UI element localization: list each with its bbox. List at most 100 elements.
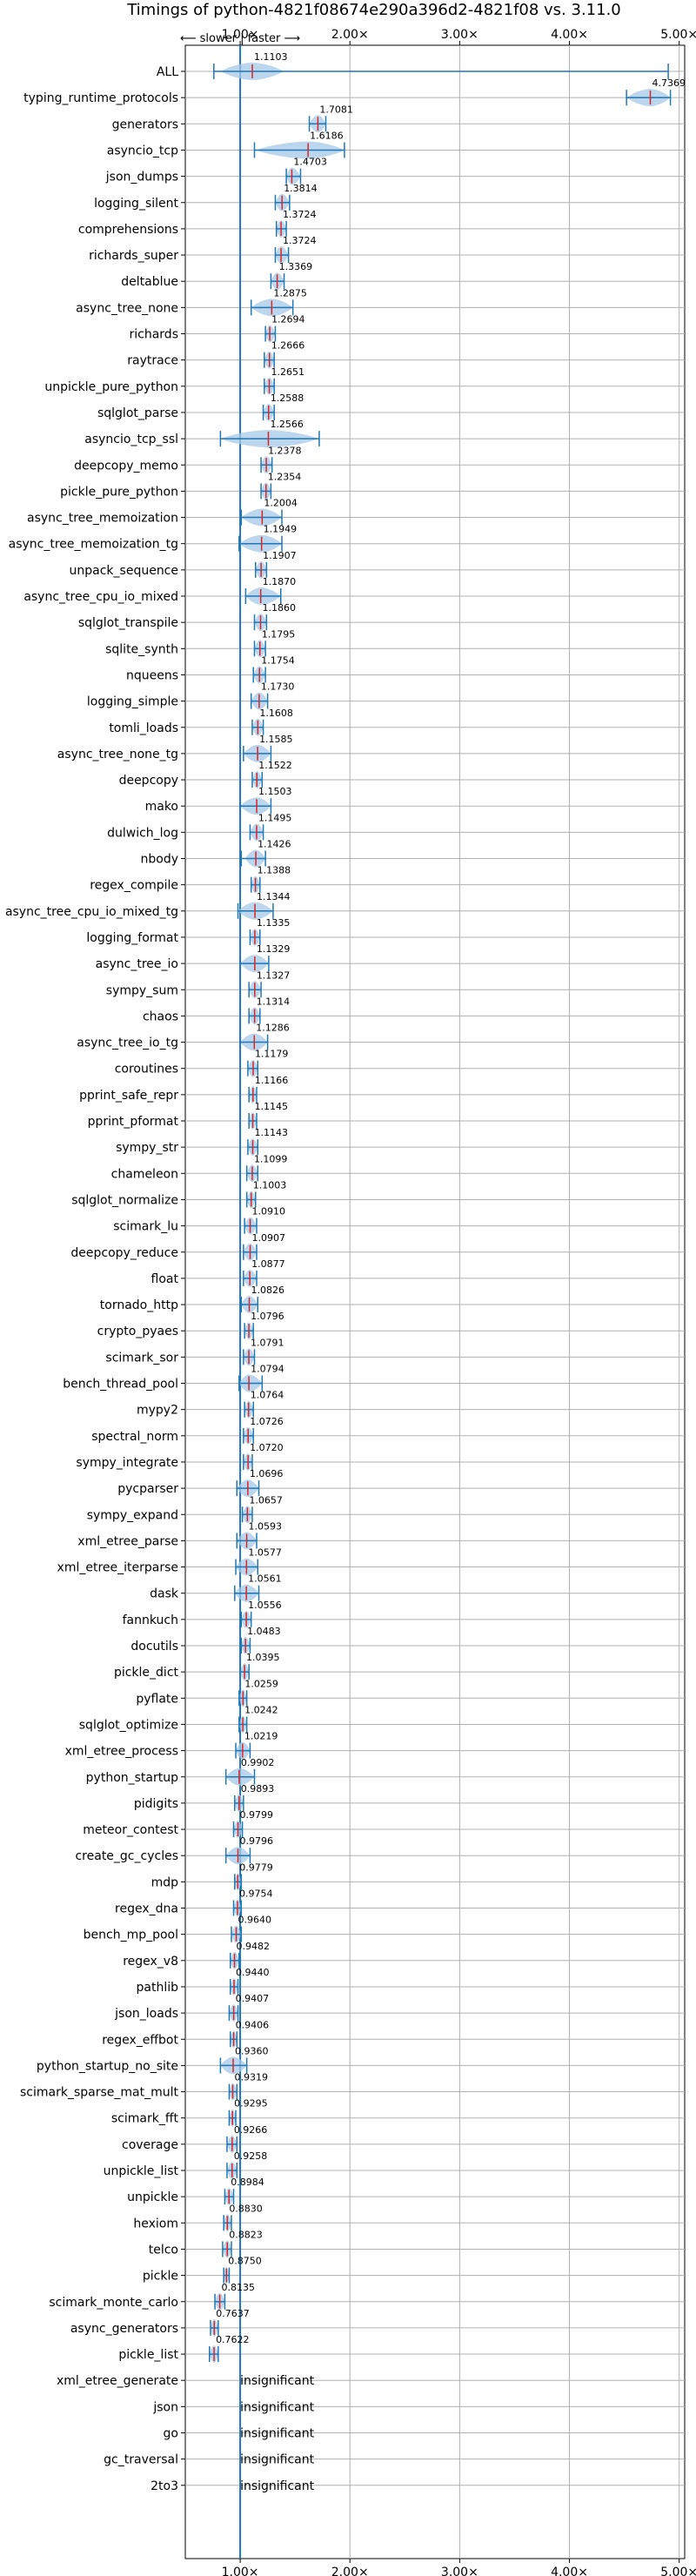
violin-dask bbox=[234, 1584, 260, 1602]
category-label: nbody bbox=[141, 853, 179, 867]
violin-unpickle_list bbox=[226, 2162, 238, 2179]
chart-title: Timings of python-4821f08674e290a396d2-4… bbox=[126, 1, 621, 19]
category-label: bench_thread_pool bbox=[63, 1378, 178, 1392]
value-label: 1.1426 bbox=[258, 839, 291, 850]
value-label: 1.1335 bbox=[257, 917, 291, 929]
category-label: scimark_sparse_mat_mult bbox=[20, 2086, 178, 2100]
value-label: 1.1329 bbox=[257, 943, 291, 955]
category-label: asyncio_tcp bbox=[107, 144, 178, 158]
value-label: 1.1495 bbox=[258, 812, 292, 823]
violin-unpickle bbox=[224, 2188, 235, 2206]
category-label: raytrace bbox=[127, 354, 178, 368]
category-label: mypy2 bbox=[137, 1404, 178, 1418]
direction-label: ⟵ slower | faster ⟶ bbox=[180, 32, 300, 45]
category-label: crypto_pyaes bbox=[97, 1325, 178, 1338]
category-label: logging_silent bbox=[94, 197, 178, 211]
violin-async_generators bbox=[210, 2318, 219, 2337]
violin-sympy_sum bbox=[248, 981, 262, 999]
category-label: pickle_pure_python bbox=[60, 485, 178, 499]
value-label: 0.9796 bbox=[240, 1835, 274, 1847]
value-label: 1.0395 bbox=[246, 1652, 280, 1663]
category-label: xml_etree_parse bbox=[77, 1534, 178, 1548]
category-label: bench_mp_pool bbox=[84, 1929, 178, 1942]
value-label: 1.0764 bbox=[251, 1390, 284, 1401]
category-label: comprehensions bbox=[78, 223, 178, 237]
violin-async_tree_memoization bbox=[240, 508, 283, 527]
value-label: 0.9407 bbox=[236, 1993, 270, 2004]
value-label: 1.2588 bbox=[271, 392, 304, 404]
category-label: scimark_monte_carlo bbox=[49, 2296, 178, 2310]
violin-bench_thread_pool bbox=[238, 1374, 264, 1392]
violin-meteor_contest bbox=[232, 1821, 244, 1839]
violin-asyncio_tcp_ssl bbox=[219, 430, 320, 448]
plot-frame bbox=[184, 44, 686, 2559]
category-label: generators bbox=[112, 117, 178, 131]
value-label: 0.9779 bbox=[239, 1862, 273, 1873]
violin-sqlglot_parse bbox=[262, 403, 275, 421]
value-label: 1.2666 bbox=[271, 340, 305, 352]
plot-area: 1.00× 1.00× 2.00× 2.00× 3.00× 3.00× 4.00× 4.00×… bbox=[5, 28, 696, 2576]
value-label: 1.0796 bbox=[251, 1311, 284, 1322]
violin-async_tree_none bbox=[250, 299, 294, 317]
violin-regex_dna bbox=[232, 1899, 243, 1917]
violin-scimark_sor bbox=[243, 1348, 256, 1366]
category-label: pickle_list bbox=[118, 2348, 178, 2362]
category-label: sqlglot_normalize bbox=[71, 1193, 178, 1207]
violin-json_dumps bbox=[285, 167, 302, 185]
category-label: regex_dna bbox=[115, 1902, 178, 1916]
violin-regex_compile bbox=[250, 875, 261, 894]
violin-pycparser bbox=[236, 1479, 260, 1498]
violin-scimark_monte_carlo bbox=[214, 2292, 226, 2311]
category-label: deepcopy_reduce bbox=[70, 1246, 178, 1260]
violin-sympy_str bbox=[247, 1138, 259, 1157]
category-label: regex_effbot bbox=[102, 2033, 178, 2047]
value-label: 1.2566 bbox=[270, 419, 304, 430]
violin-typing_runtime_protocols bbox=[626, 89, 672, 107]
violin-coroutines bbox=[247, 1059, 259, 1077]
category-label: json_dumps bbox=[105, 171, 178, 184]
violin-telco bbox=[222, 2240, 232, 2258]
category-label: deltablue bbox=[121, 275, 178, 289]
violin-scimark_sparse_mat_mult bbox=[228, 2083, 238, 2101]
violin-regex_v8 bbox=[229, 1951, 240, 1969]
value-label: 1.2875 bbox=[273, 287, 307, 299]
violin-pickle_pure_python bbox=[260, 482, 272, 500]
value-label: 1.1166 bbox=[255, 1075, 289, 1086]
x-tick-label-bottom-2: 3.00× bbox=[441, 2566, 478, 2576]
value-label: 0.8984 bbox=[231, 2177, 264, 2188]
value-label: 0.9319 bbox=[234, 2072, 268, 2083]
category-label: async_tree_memoization bbox=[27, 512, 178, 526]
value-label: 1.1907 bbox=[263, 550, 297, 561]
category-label: scimark_fft bbox=[111, 2112, 179, 2126]
value-label: 1.0577 bbox=[248, 1547, 282, 1559]
category-label: 2to3 bbox=[151, 2479, 178, 2493]
violin-sympy_integrate bbox=[243, 1452, 253, 1471]
x-tick-label-top-1: 2.00× bbox=[331, 28, 369, 42]
violin-nbody bbox=[240, 849, 266, 868]
value-label: 1.2651 bbox=[271, 366, 305, 378]
value-label: 4.7369 bbox=[652, 77, 686, 89]
value-label: 1.0556 bbox=[248, 1600, 282, 1611]
category-label: pidigits bbox=[134, 1797, 178, 1811]
category-label: pycparser bbox=[117, 1482, 178, 1496]
category-label: async_tree_memoization_tg bbox=[9, 538, 178, 552]
violin-fannkuch bbox=[240, 1610, 252, 1628]
value-label: 1.1754 bbox=[261, 654, 295, 666]
value-label: 1.1099 bbox=[254, 1153, 288, 1164]
value-label: 0.9893 bbox=[241, 1783, 275, 1794]
category-label: xml_etree_iterparse bbox=[57, 1561, 178, 1575]
value-label: 1.3369 bbox=[279, 261, 313, 272]
violin-json_loads bbox=[228, 2004, 239, 2023]
value-label: 1.1860 bbox=[263, 602, 297, 614]
violin-chameleon bbox=[245, 1164, 259, 1183]
violin-ALL bbox=[213, 63, 669, 80]
violin-python_startup_no_site bbox=[219, 2056, 248, 2075]
insignificant-label: insignificant bbox=[240, 2374, 315, 2388]
category-label: deepcopy_memo bbox=[74, 459, 178, 473]
value-label: 0.9902 bbox=[241, 1757, 275, 1768]
value-label: 0.9295 bbox=[234, 2098, 268, 2110]
category-label: telco bbox=[149, 2243, 178, 2257]
category-label: async_generators bbox=[70, 2322, 178, 2336]
violin-xml_etree_parse bbox=[236, 1532, 258, 1550]
